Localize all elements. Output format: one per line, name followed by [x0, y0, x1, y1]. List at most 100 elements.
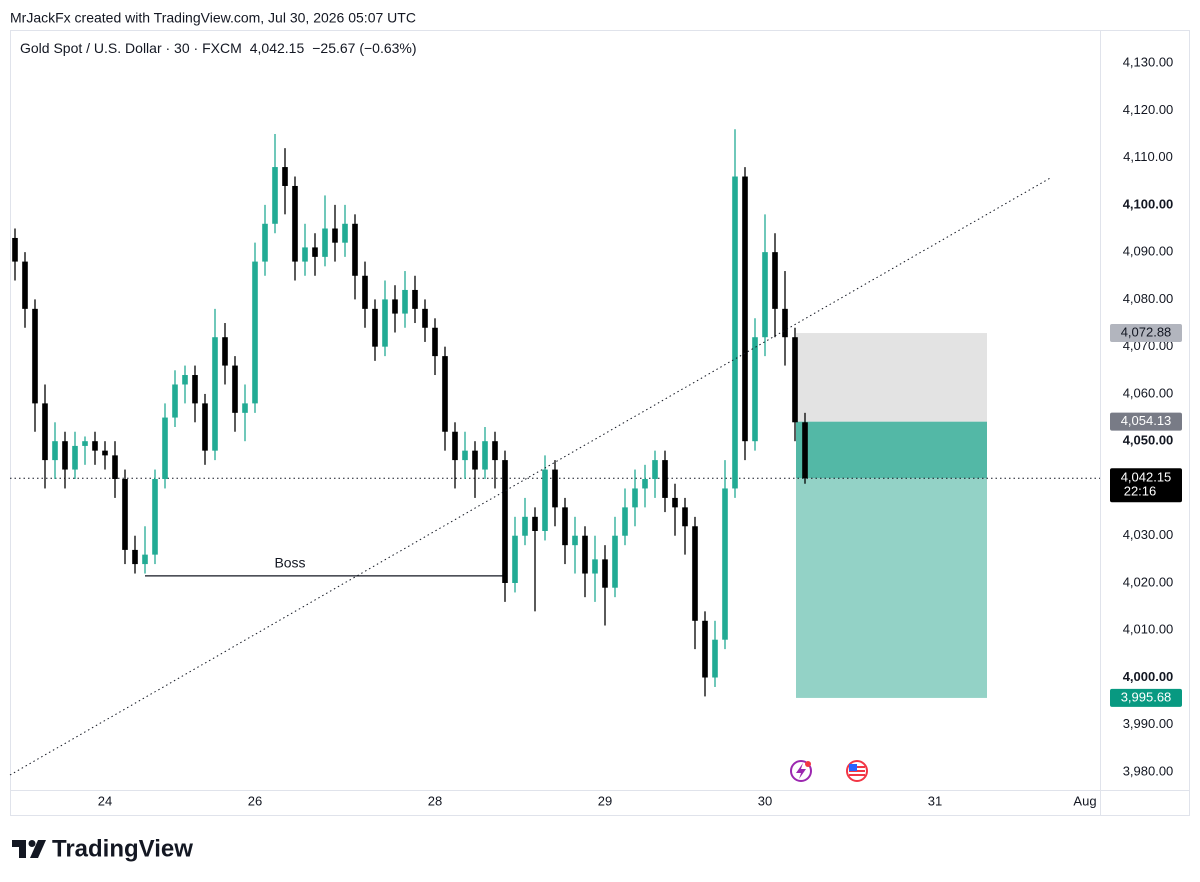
y-tick-label: 4,120.00	[1123, 102, 1174, 117]
candle-body	[42, 403, 48, 461]
candle-body	[292, 185, 298, 262]
profit-open-zone	[796, 421, 987, 479]
candle-body	[802, 422, 808, 479]
candle-body	[532, 516, 538, 531]
brand: TradingView	[52, 835, 193, 862]
candle-body	[732, 176, 738, 489]
y-tick-label: 4,060.00	[1123, 385, 1174, 400]
candle-body	[622, 507, 628, 536]
candle-body	[302, 247, 308, 262]
y-tick-label: 4,100.00	[1123, 196, 1174, 211]
candle-body	[542, 469, 548, 531]
countdown: 22:16	[1124, 484, 1157, 499]
candle-body	[602, 559, 608, 588]
watermark: MrJackFx created with TradingView.com, J…	[10, 10, 416, 26]
candle-body	[362, 275, 368, 309]
y-tick-label: 3,990.00	[1123, 716, 1174, 731]
last-price: 4,042.15	[250, 40, 305, 56]
candle-body	[392, 299, 398, 314]
y-tick-label: 4,080.00	[1123, 291, 1174, 306]
candle-body	[172, 384, 178, 418]
candle-body	[592, 559, 598, 574]
candle-body	[12, 237, 18, 262]
target-zone	[796, 478, 987, 698]
candle-body	[102, 450, 108, 456]
stop-price-tag-bg	[1110, 324, 1182, 343]
candle-body	[562, 507, 568, 546]
candle-body	[52, 441, 58, 461]
candle-body	[222, 337, 228, 366]
candle-body	[192, 375, 198, 404]
candle-body	[332, 228, 338, 243]
candle-body	[152, 479, 158, 555]
y-tick-label: 4,030.00	[1123, 527, 1174, 542]
candle-body	[482, 441, 488, 470]
candle-body	[32, 308, 38, 404]
candle-body	[112, 455, 118, 480]
candle-body	[422, 308, 428, 328]
last-price-tag: 4,042.15	[1121, 470, 1172, 485]
candle-body	[92, 441, 98, 451]
candle-body	[142, 554, 148, 565]
y-tick-label: 4,000.00	[1123, 669, 1174, 684]
candle-body	[692, 526, 698, 621]
candle-body	[342, 223, 348, 243]
x-tick-label: 28	[428, 793, 442, 808]
x-tick-label: 29	[598, 793, 612, 808]
x-tick-label: 30	[758, 793, 772, 808]
candle-body	[492, 441, 498, 461]
candle-body	[122, 479, 128, 550]
x-tick-label: 26	[248, 793, 262, 808]
entry-price-tag: 4,054.13	[1121, 413, 1172, 428]
candle-body	[772, 252, 778, 309]
candle-body	[612, 535, 618, 588]
candle-body	[432, 327, 438, 357]
change: −25.67 (−0.63%)	[312, 40, 416, 56]
target-price-tag-bg	[1110, 688, 1182, 707]
candle-body	[372, 308, 378, 347]
candle-body	[452, 431, 458, 461]
candle-body	[662, 460, 668, 498]
y-tick-label: 4,130.00	[1123, 55, 1174, 70]
candle-body	[512, 535, 518, 583]
plot-area: Boss	[10, 129, 1100, 698]
event-icon	[790, 760, 812, 782]
candle-body	[312, 247, 318, 257]
candle-body	[72, 445, 78, 470]
candle-body	[472, 450, 478, 470]
flag-icon	[846, 760, 868, 782]
candle-body	[202, 403, 208, 451]
candle-body	[792, 337, 798, 423]
candle-body	[182, 375, 188, 385]
candle-body	[282, 167, 288, 186]
y-tick-label: 4,020.00	[1123, 574, 1174, 589]
y-tick-label: 4,050.00	[1123, 433, 1174, 448]
annotation-label: Boss	[274, 555, 305, 571]
candle-body	[132, 549, 138, 565]
candle-body	[702, 620, 708, 678]
y-tick-label: 4,090.00	[1123, 244, 1174, 259]
candle-body	[402, 289, 408, 314]
candle-body	[262, 223, 268, 262]
candle-body	[632, 488, 638, 508]
chart-title: Gold Spot / U.S. Dollar · 30 · FXCM 4,042…	[20, 40, 417, 56]
candle-body	[232, 365, 238, 413]
candle-body	[462, 450, 468, 461]
candle-body	[442, 356, 448, 432]
candle-body	[412, 289, 418, 309]
candle-body	[762, 252, 768, 338]
candle-body	[502, 460, 508, 583]
target-price-tag: 3,995.68	[1121, 689, 1172, 704]
candle-body	[22, 261, 28, 309]
candle-body	[62, 441, 68, 470]
candle-body	[682, 507, 688, 527]
candle-body	[572, 535, 578, 546]
stop-zone	[796, 333, 987, 422]
candle-body	[162, 417, 168, 480]
y-tick-label: 4,110.00	[1123, 149, 1173, 164]
candle-body	[272, 167, 278, 224]
chart-frame	[10, 30, 1190, 816]
candle-body	[652, 460, 658, 480]
